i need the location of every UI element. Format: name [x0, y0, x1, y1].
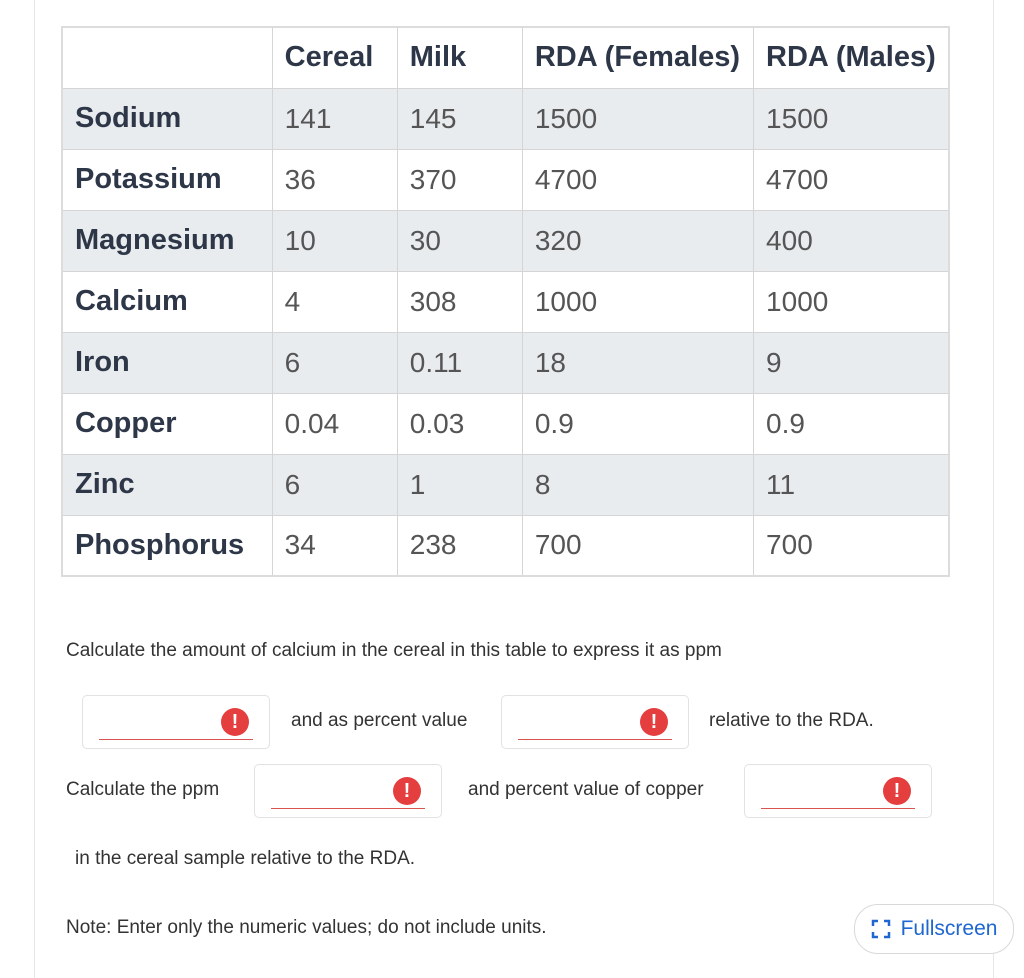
- copper-ppm-input[interactable]: !: [254, 764, 442, 818]
- table-cell: 0.9: [753, 393, 950, 455]
- table-cell: 700: [753, 515, 950, 577]
- error-icon: !: [640, 708, 668, 736]
- table-cell: 30: [397, 210, 523, 272]
- row-label: Copper: [62, 393, 273, 455]
- table-cell: 1500: [753, 88, 950, 150]
- calc-ppm-label: Calculate the ppm: [66, 779, 220, 800]
- input-underline: [761, 808, 915, 809]
- table-header-row: Cereal Milk RDA (Females) RDA (Males): [62, 27, 950, 89]
- table-cell: 11: [753, 454, 950, 516]
- error-icon: !: [883, 777, 911, 805]
- note-text: Note: Enter only the numeric values; do …: [66, 917, 547, 938]
- table-cell: 18: [522, 332, 755, 394]
- row-label: Magnesium: [62, 210, 273, 272]
- table-row: Calcium 4 308 1000 1000: [62, 271, 950, 333]
- row-label: Sodium: [62, 88, 273, 150]
- table-row: Potassium 36 370 4700 4700: [62, 149, 950, 211]
- table-cell: 0.11: [397, 332, 523, 394]
- table-cell: 320: [522, 210, 755, 272]
- table-cell: 0.03: [397, 393, 523, 455]
- table-cell: 400: [753, 210, 950, 272]
- table-cell: 4: [272, 271, 398, 333]
- row-label: Calcium: [62, 271, 273, 333]
- question-text-calcium: Calculate the amount of calcium in the c…: [66, 640, 722, 661]
- table-cell: 145: [397, 88, 523, 150]
- table-cell: 141: [272, 88, 398, 150]
- table-cell: 6: [272, 454, 398, 516]
- table-row: Phosphorus 34 238 700 700: [62, 515, 950, 577]
- calcium-ppm-input[interactable]: !: [82, 695, 270, 749]
- table-cell: 1000: [753, 271, 950, 333]
- header-rda-males: RDA (Males): [753, 27, 950, 89]
- table-cell: 308: [397, 271, 523, 333]
- table-cell: 1000: [522, 271, 755, 333]
- nutrition-table: Cereal Milk RDA (Females) RDA (Males) So…: [61, 26, 950, 577]
- table-row: Copper 0.04 0.03 0.9 0.9: [62, 393, 950, 455]
- header-empty: [62, 27, 273, 89]
- table-cell: 34: [272, 515, 398, 577]
- table-cell: 6: [272, 332, 398, 394]
- row-label: Potassium: [62, 149, 273, 211]
- table-cell: 9: [753, 332, 950, 394]
- copper-percent-input[interactable]: !: [744, 764, 932, 818]
- fullscreen-button[interactable]: Fullscreen: [854, 904, 1014, 954]
- table-cell: 238: [397, 515, 523, 577]
- percent-copper-label: and percent value of copper: [468, 779, 704, 800]
- error-icon: !: [221, 708, 249, 736]
- error-icon: !: [393, 777, 421, 805]
- relative-rda-label: relative to the RDA.: [709, 710, 874, 731]
- input-underline: [271, 808, 425, 809]
- table-cell: 1: [397, 454, 523, 516]
- row-label: Phosphorus: [62, 515, 273, 577]
- fullscreen-label: Fullscreen: [900, 917, 998, 940]
- table-cell: 1500: [522, 88, 755, 150]
- header-milk: Milk: [397, 27, 523, 89]
- calcium-percent-input[interactable]: !: [501, 695, 689, 749]
- table-cell: 4700: [753, 149, 950, 211]
- row-label: Zinc: [62, 454, 273, 516]
- input-underline: [99, 739, 253, 740]
- table-cell: 0.9: [522, 393, 755, 455]
- input-underline: [518, 739, 672, 740]
- table-cell: 4700: [522, 149, 755, 211]
- table-row: Magnesium 10 30 320 400: [62, 210, 950, 272]
- fullscreen-icon: [871, 919, 891, 939]
- header-cereal: Cereal: [272, 27, 398, 89]
- table-row: Sodium 141 145 1500 1500: [62, 88, 950, 150]
- table-row: Iron 6 0.11 18 9: [62, 332, 950, 394]
- table-row: Zinc 6 1 8 11: [62, 454, 950, 516]
- in-cereal-label: in the cereal sample relative to the RDA…: [75, 848, 416, 869]
- table-cell: 8: [522, 454, 755, 516]
- table-cell: 700: [522, 515, 755, 577]
- and-percent-label: and as percent value: [291, 710, 468, 731]
- table-cell: 370: [397, 149, 523, 211]
- table-cell: 0.04: [272, 393, 398, 455]
- table-cell: 36: [272, 149, 398, 211]
- row-label: Iron: [62, 332, 273, 394]
- header-rda-females: RDA (Females): [522, 27, 755, 89]
- table-cell: 10: [272, 210, 398, 272]
